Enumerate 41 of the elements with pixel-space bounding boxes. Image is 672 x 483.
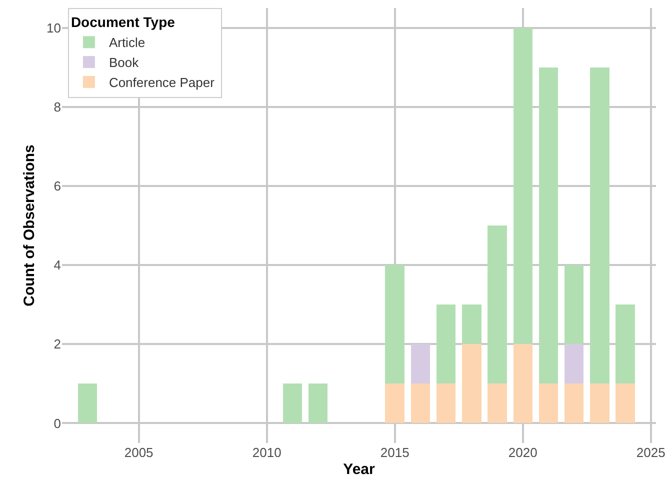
x-tick-label: 2015 bbox=[380, 445, 410, 460]
legend-label: Book bbox=[108, 55, 140, 70]
bar bbox=[385, 265, 404, 384]
legend-title: Document Type bbox=[70, 14, 176, 30]
bar bbox=[410, 384, 430, 424]
y-tick-label: 0 bbox=[54, 416, 61, 431]
bar bbox=[488, 384, 507, 424]
x-axis-title: Year bbox=[343, 461, 376, 478]
legend-label: Conference Paper bbox=[108, 75, 216, 90]
bar bbox=[538, 384, 558, 424]
bar bbox=[590, 67, 610, 384]
bar bbox=[385, 384, 404, 424]
y-tick-label: 6 bbox=[54, 178, 61, 194]
bar bbox=[616, 304, 635, 384]
bar bbox=[513, 28, 532, 344]
y-axis-title: Count of Observations bbox=[20, 144, 38, 306]
bar bbox=[590, 384, 610, 424]
y-tick-label: 4 bbox=[54, 258, 61, 273]
bar bbox=[410, 344, 430, 384]
x-tick-label: 2010 bbox=[252, 445, 282, 460]
legend-label: Article bbox=[108, 35, 146, 50]
bar bbox=[513, 344, 532, 424]
bar bbox=[462, 304, 482, 344]
bar bbox=[564, 344, 584, 384]
bar bbox=[308, 384, 328, 424]
bar bbox=[488, 226, 507, 384]
bar bbox=[78, 384, 98, 424]
bar bbox=[564, 265, 584, 344]
y-tick-label: 2 bbox=[54, 336, 61, 352]
bar bbox=[462, 344, 482, 424]
bar bbox=[538, 67, 558, 384]
bar bbox=[436, 384, 456, 424]
bar bbox=[564, 384, 584, 424]
y-tick-label: 8 bbox=[54, 99, 61, 114]
x-tick-label: 2005 bbox=[124, 445, 154, 460]
bar bbox=[282, 384, 302, 424]
bar bbox=[436, 304, 456, 384]
y-tick-label: 10 bbox=[46, 20, 61, 36]
x-tick-label: 2025 bbox=[636, 445, 666, 460]
bar bbox=[616, 384, 635, 424]
x-tick-label: 2020 bbox=[508, 445, 538, 460]
